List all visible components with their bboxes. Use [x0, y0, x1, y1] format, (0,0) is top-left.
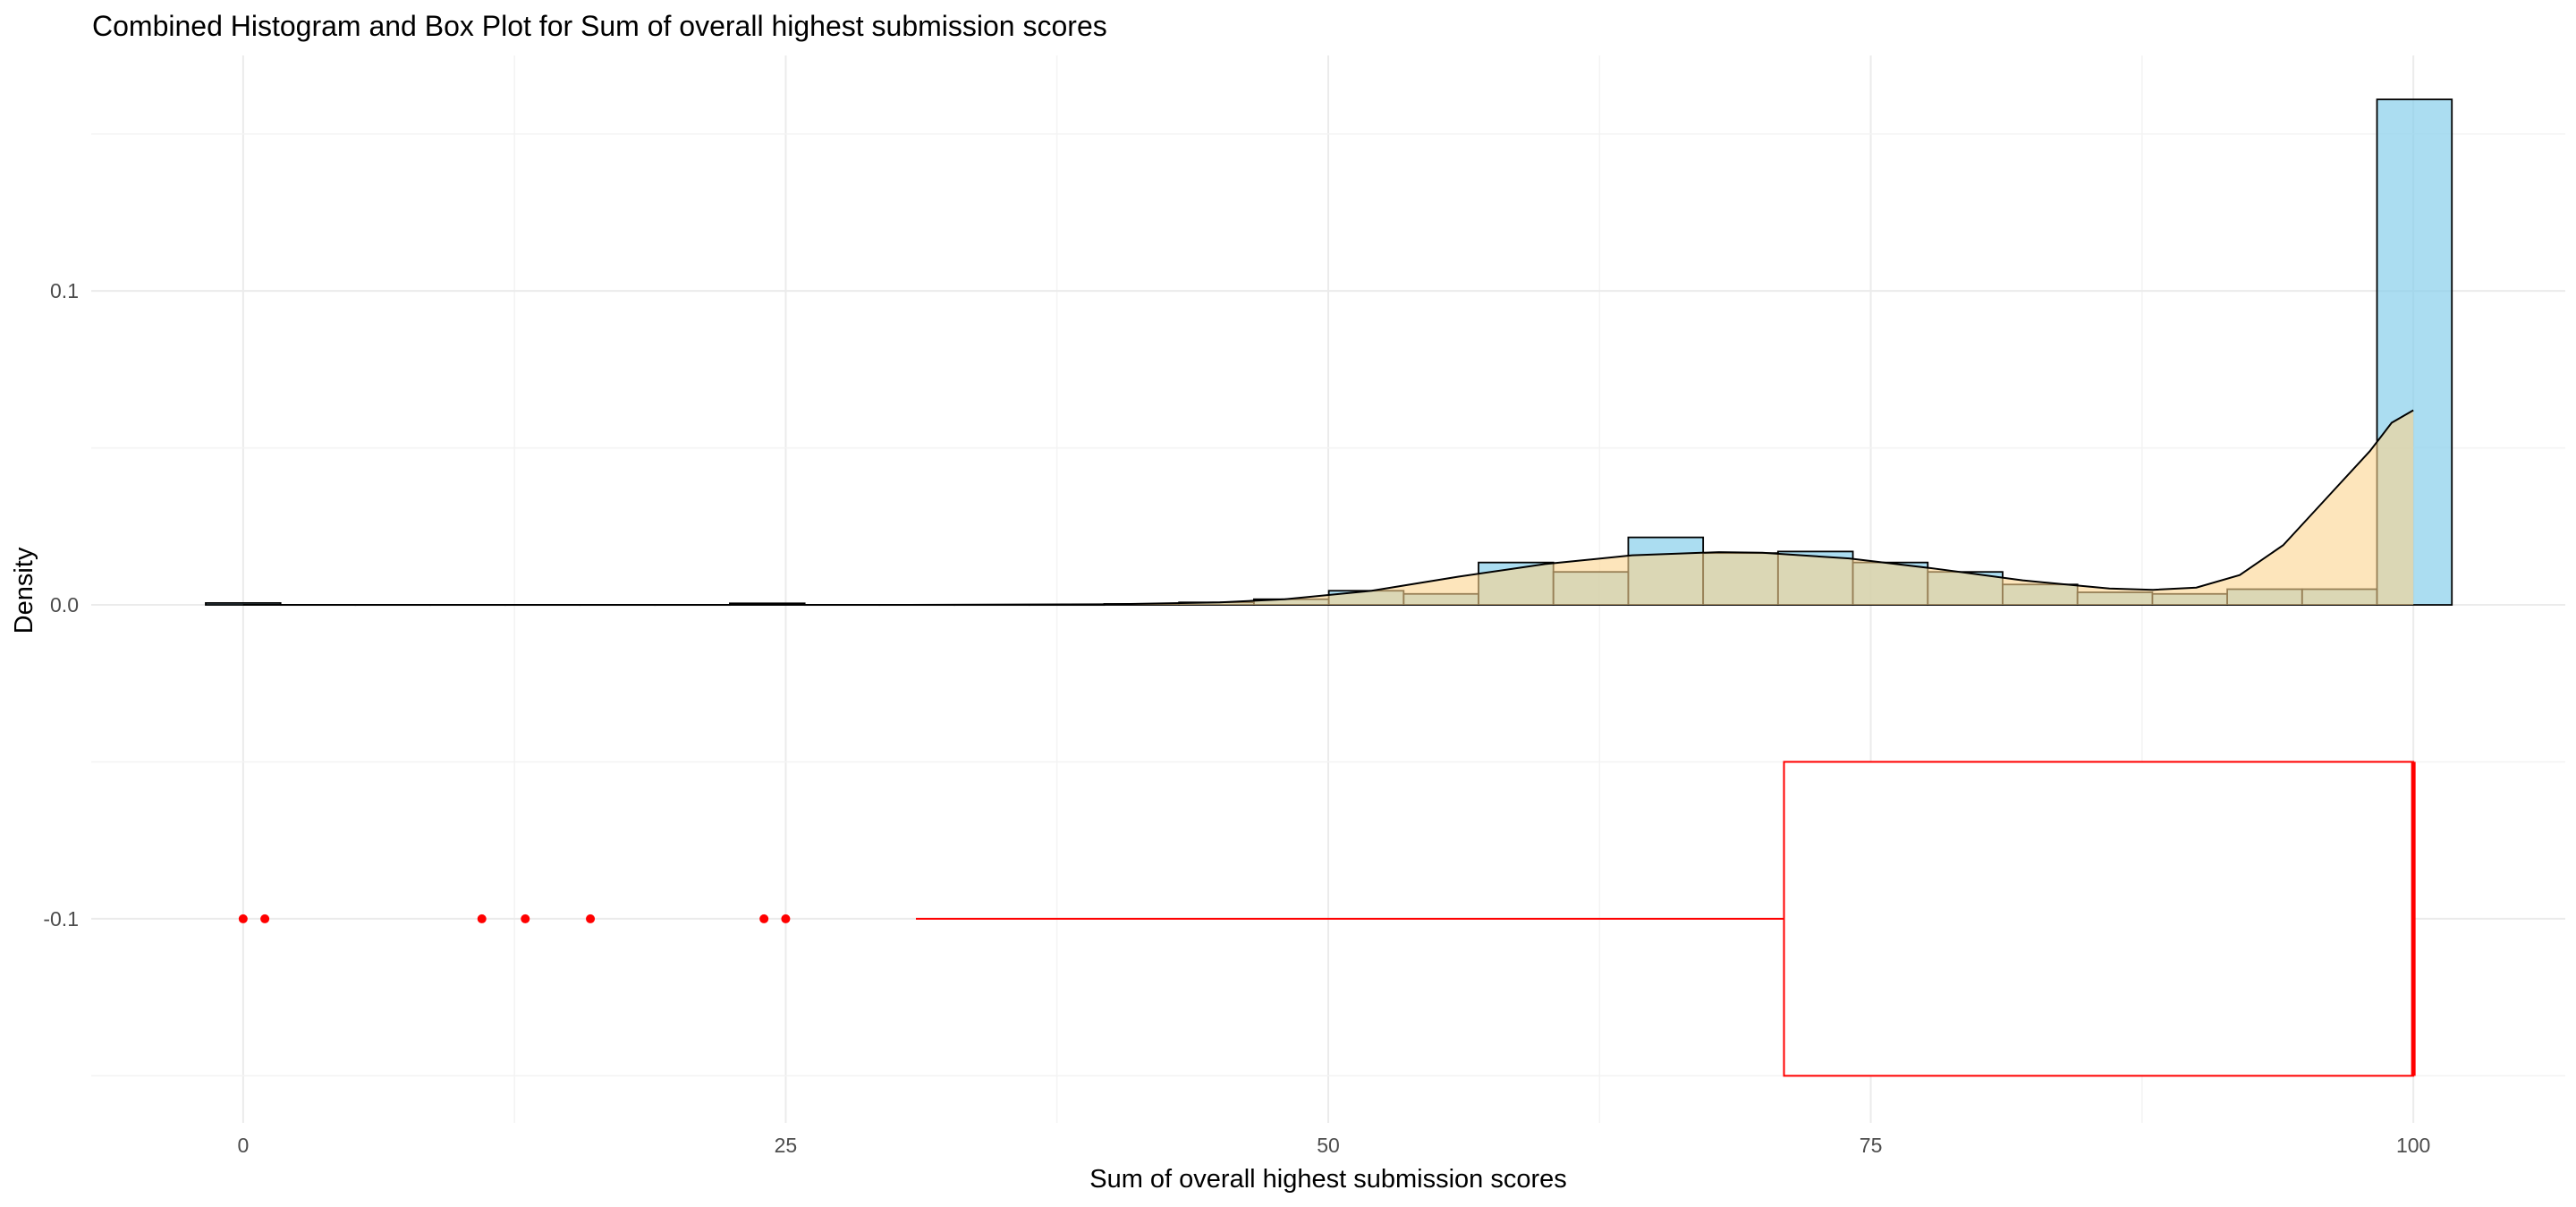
y-axis-label: Density: [10, 547, 38, 633]
y-tick-label: -0.1: [43, 907, 79, 931]
x-axis-label: Sum of overall highest submission scores: [1089, 1165, 1567, 1194]
boxplot-outlier: [260, 914, 269, 923]
boxplot-outlier: [586, 914, 595, 923]
x-tick-label: 75: [1860, 1134, 1883, 1157]
boxplot-box: [1784, 761, 2414, 1075]
x-tick-label: 25: [775, 1134, 798, 1157]
y-tick-label: 0.0: [50, 593, 79, 616]
chart-title: Combined Histogram and Box Plot for Sum …: [92, 10, 1107, 42]
y-tick-label: 0.1: [50, 279, 79, 302]
boxplot-outlier: [759, 914, 768, 923]
x-tick-label: 100: [2396, 1134, 2430, 1157]
boxplot-outlier: [478, 914, 487, 923]
boxplot-outlier: [521, 914, 530, 923]
x-tick-label: 0: [237, 1134, 249, 1157]
boxplot-outlier: [239, 914, 248, 923]
x-tick-label: 50: [1317, 1134, 1340, 1157]
boxplot-outlier: [781, 914, 790, 923]
